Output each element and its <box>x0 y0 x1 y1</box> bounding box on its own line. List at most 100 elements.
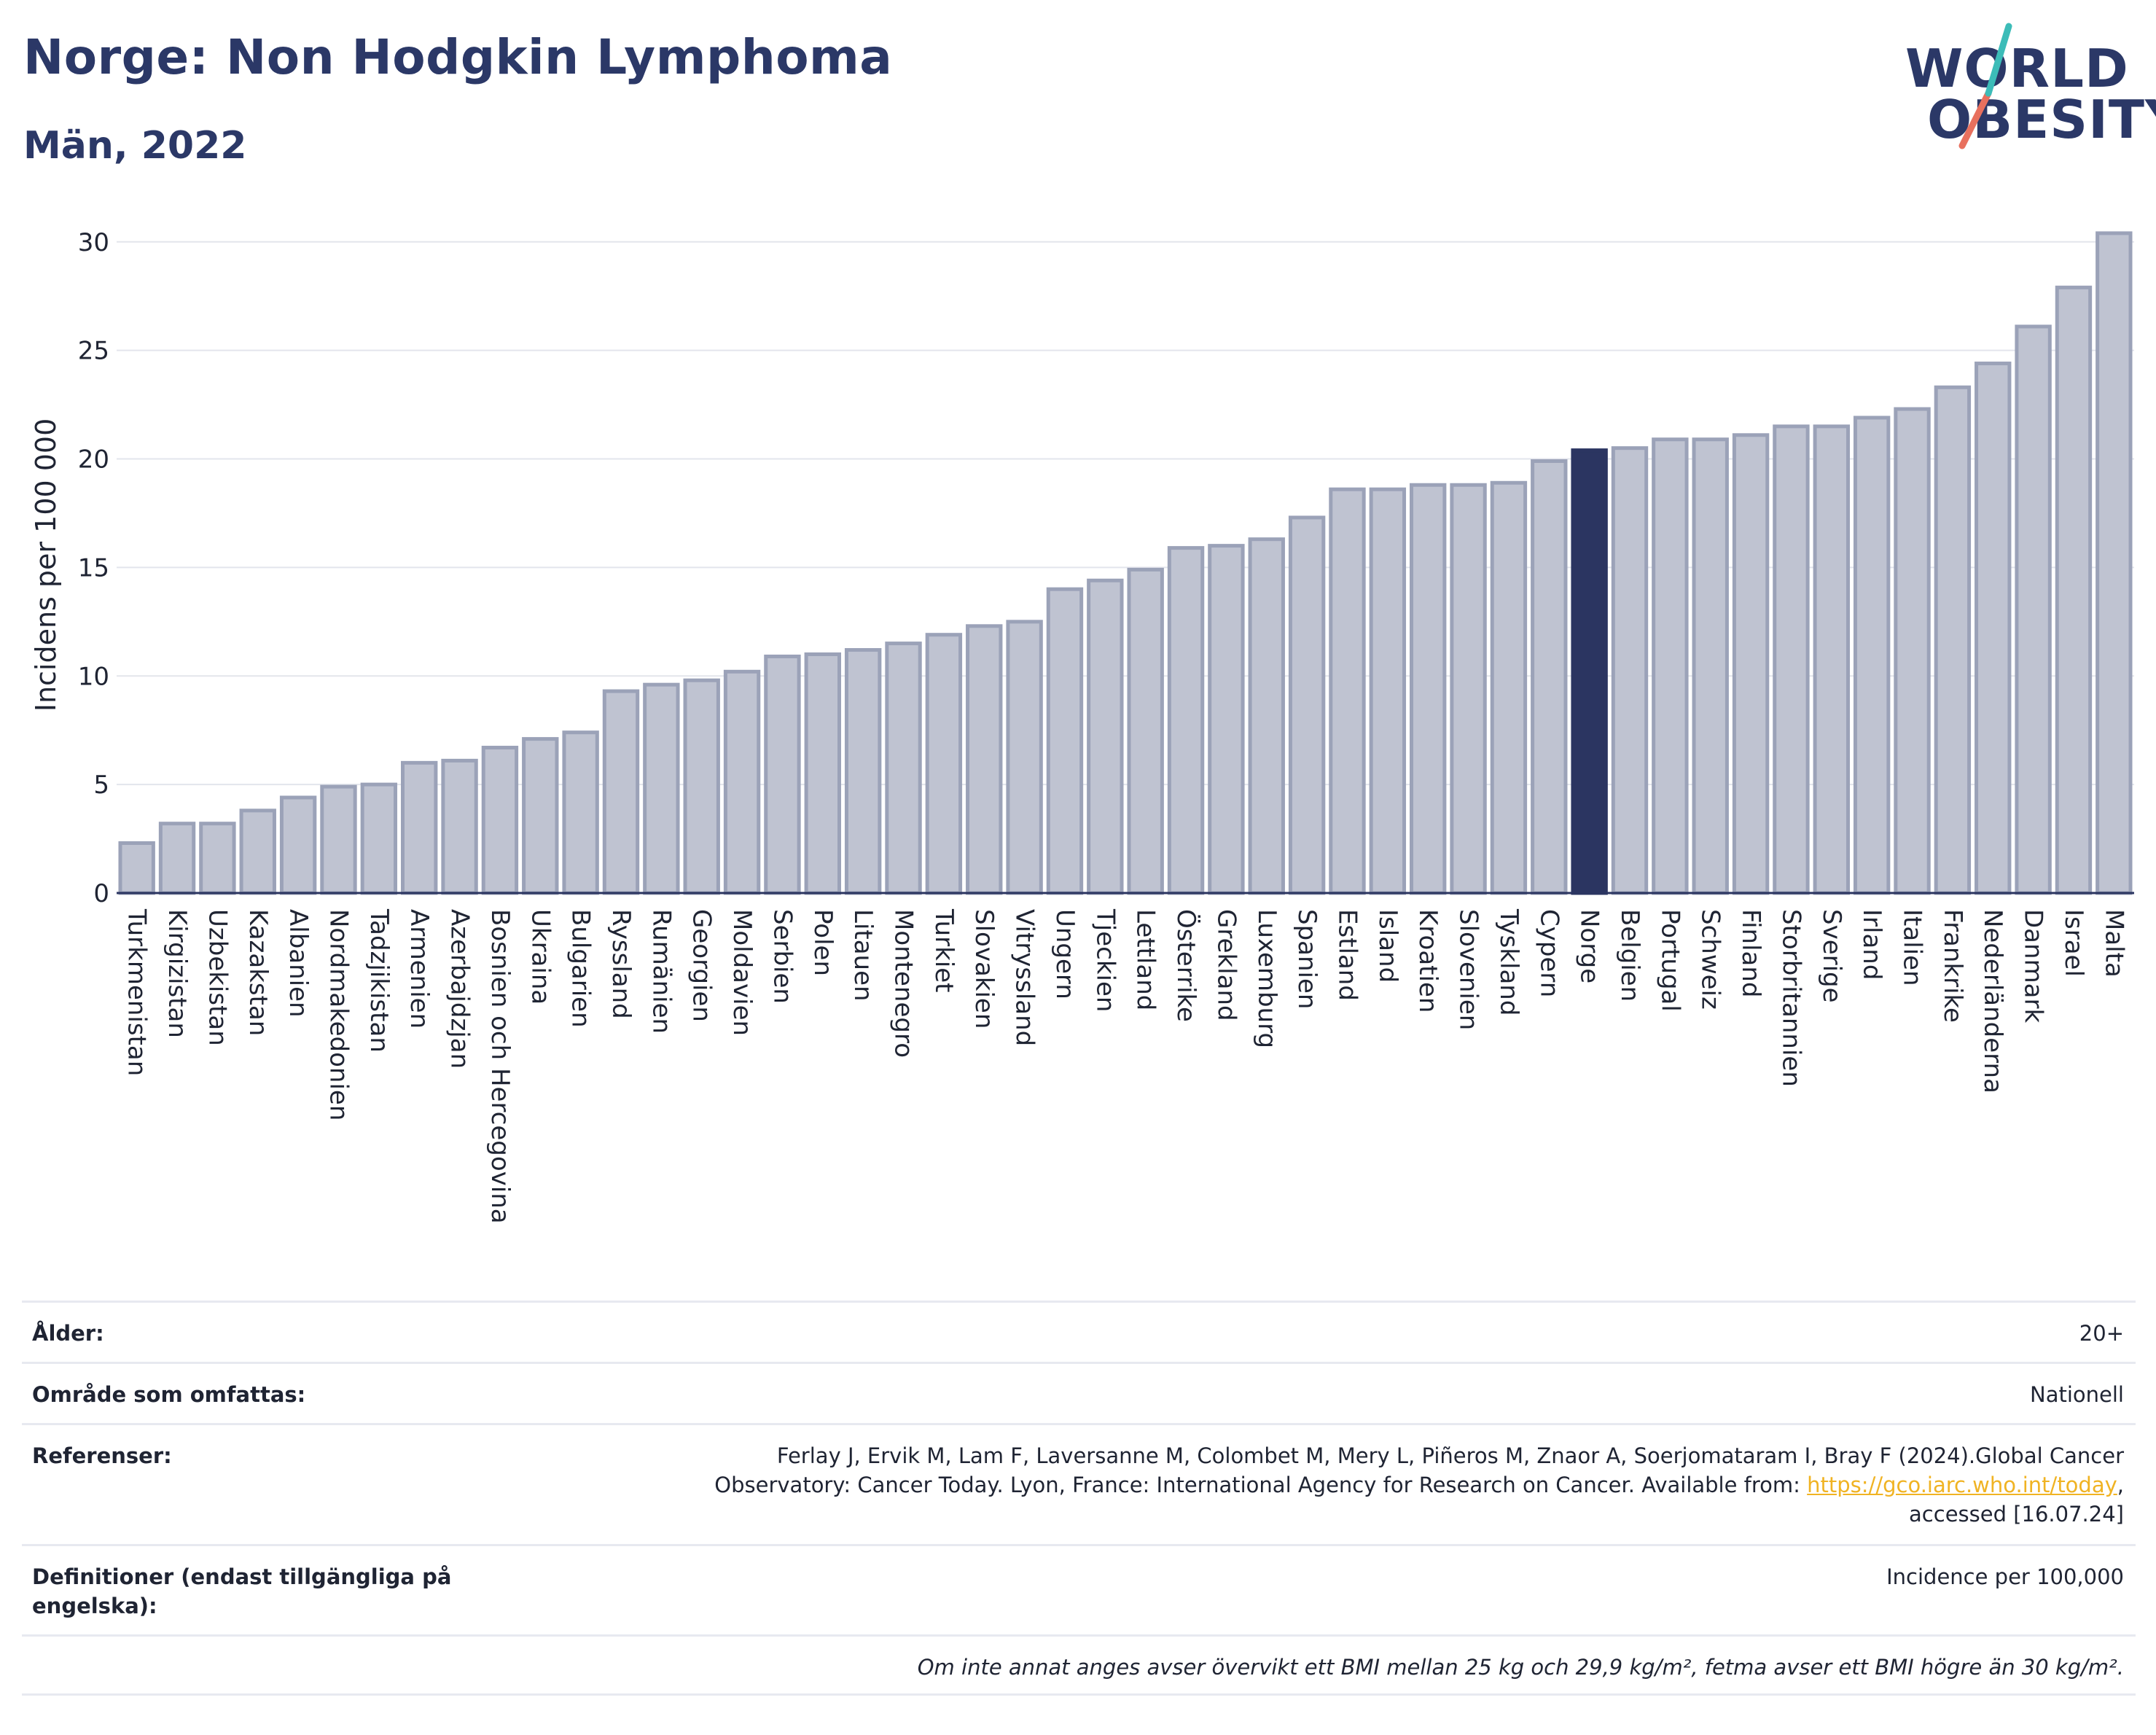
world-obesity-logo: WORLD OBESITY <box>1895 20 2156 159</box>
bar-grekland <box>1208 544 1245 895</box>
x-tick-label: Slovenien <box>1454 909 1483 1030</box>
x-tick-label: Estland <box>1332 909 1362 1001</box>
bar-belgien <box>1611 446 1649 895</box>
bar-kazakstan <box>239 808 276 895</box>
x-tick-label: Vitryssland <box>1010 909 1039 1046</box>
bar-sverige <box>1813 424 1850 895</box>
area-label: Område som omfattas: <box>32 1382 306 1407</box>
definitions-label-line-2: engelska): <box>32 1594 157 1618</box>
x-tick-label: Nederländerna <box>1978 909 2007 1093</box>
x-tick-label: Tjeckien <box>1090 908 1120 1012</box>
x-tick-label: Storbritannien <box>1776 909 1805 1087</box>
x-tick-label: Ukraina <box>526 909 555 1005</box>
x-tick-label: Georgien <box>687 909 716 1022</box>
bar-turkiet <box>925 633 963 895</box>
x-tick-label: Frankrike <box>1938 909 1967 1023</box>
y-tick-label: 5 <box>93 771 109 800</box>
bar-rumänien <box>643 682 680 895</box>
x-tick-label: Danmark <box>2019 909 2048 1023</box>
bar-moldavien <box>723 669 761 895</box>
x-tick-label: Turkmenistan <box>122 908 152 1076</box>
x-tick-label: Spanien <box>1292 909 1321 1009</box>
x-tick-label: Irland <box>1857 909 1886 980</box>
y-tick-label: 15 <box>78 553 109 582</box>
x-tick-label: Belgien <box>1615 909 1644 1002</box>
bar-kirgizistan <box>158 822 196 895</box>
x-tick-label: Tyskland <box>1494 908 1523 1015</box>
x-tick-label: Bulgarien <box>566 909 595 1028</box>
x-tick-label: Israel <box>2059 909 2088 977</box>
x-tick-label: Albanien <box>284 909 313 1018</box>
bar-norge <box>1571 448 1608 895</box>
x-tick-label: Ryssland <box>606 909 636 1019</box>
bar-ukraina <box>522 737 559 895</box>
bar-litauen <box>844 648 882 895</box>
bar-armenien <box>401 760 438 895</box>
info-table: Ålder: 20+ Område som omfattas: Nationel… <box>22 1301 2136 1696</box>
x-tick-label: Kazakstan <box>243 909 273 1036</box>
page-subtitle: Män, 2022 <box>23 124 247 168</box>
x-tick-label: Polen <box>808 909 837 976</box>
bar-georgien <box>683 678 720 895</box>
x-tick-label: Finland <box>1736 909 1765 998</box>
x-tick-label: Lettland <box>1131 909 1160 1010</box>
bar-lettland <box>1127 567 1164 895</box>
bar-island <box>1369 487 1407 895</box>
x-tick-label: Azerbajdzjan <box>445 909 474 1069</box>
bar-cypern <box>1531 459 1568 895</box>
logo-slash-icon <box>1958 23 2012 149</box>
area-value: Nationell <box>2030 1382 2124 1407</box>
bar-schweiz <box>1692 437 1729 895</box>
x-tick-label: Bosnien och Hercegovina <box>485 909 515 1224</box>
x-tick-label: Norge <box>1575 909 1604 983</box>
y-axis-label: Incidens per 100 000 <box>30 418 62 712</box>
bar-ryssland <box>602 689 640 895</box>
x-tick-label: Serbien <box>768 909 797 1004</box>
bar-tadzjikistan <box>360 782 398 895</box>
page-title: Norge: Non Hodgkin Lymphoma <box>23 29 893 85</box>
bar-serbien <box>764 654 801 895</box>
info-row-references: Referenser: Ferlay J, Ervik M, Lam F, La… <box>22 1423 2136 1544</box>
info-row-note: Om inte annat anges avser övervikt ett B… <box>22 1634 2136 1696</box>
bar-slovenien <box>1450 483 1487 895</box>
x-tick-label: Kirgizistan <box>163 909 192 1038</box>
bar-vitryssland <box>1006 620 1043 895</box>
bar-bulgarien <box>562 730 599 895</box>
x-tick-label: Österrike <box>1171 909 1201 1022</box>
x-tick-label: Schweiz <box>1696 909 1725 1010</box>
info-row-area: Område som omfattas: Nationell <box>22 1362 2136 1423</box>
bar-danmark <box>2015 324 2052 895</box>
x-tick-label: Portugal <box>1655 909 1684 1012</box>
bar-finland <box>1732 433 1770 895</box>
bar-italien <box>1894 407 1931 895</box>
x-tick-label: Luxemburg <box>1252 909 1281 1048</box>
info-row-age: Ålder: 20+ <box>22 1301 2136 1362</box>
x-tick-label: Nordmakedonien <box>324 909 353 1120</box>
bar-luxemburg <box>1248 537 1285 895</box>
age-value: 20+ <box>2079 1321 2124 1346</box>
x-tick-label: Rumänien <box>647 909 676 1034</box>
references-label: Referenser: <box>32 1443 172 1468</box>
age-label: Ålder: <box>32 1321 104 1346</box>
x-tick-label: Malta <box>2099 909 2128 978</box>
references-line-3: accessed [16.07.24] <box>1909 1502 2124 1527</box>
bar-storbritannien <box>1773 424 1810 895</box>
definitions-label-line-1: Definitioner (endast tillgängliga på <box>32 1564 452 1589</box>
x-tick-label: Cypern <box>1534 909 1563 997</box>
bar-nederländerna <box>1975 362 2012 895</box>
references-comma: , <box>2117 1473 2124 1497</box>
references-link[interactable]: https://gco.iarc.who.int/today <box>1807 1473 2117 1497</box>
x-tick-label: Slovakien <box>969 909 999 1029</box>
x-tick-label: Uzbekistan <box>203 909 232 1046</box>
bar-albanien <box>279 795 317 895</box>
x-tick-label: Island <box>1373 909 1402 983</box>
x-tick-label: Armenien <box>405 909 434 1029</box>
bmi-note: Om inte annat anges avser övervikt ett B… <box>917 1655 2124 1680</box>
bar-montenegro <box>885 642 922 895</box>
bar-malta <box>2096 231 2133 895</box>
bar-azerbajdzjan <box>441 758 478 895</box>
bar-estland <box>1329 487 1366 895</box>
y-tick-label: 10 <box>78 662 109 691</box>
x-tick-label: Grekland <box>1211 909 1241 1021</box>
references-line-1: Ferlay J, Ervik M, Lam F, Laversanne M, … <box>776 1443 2124 1468</box>
